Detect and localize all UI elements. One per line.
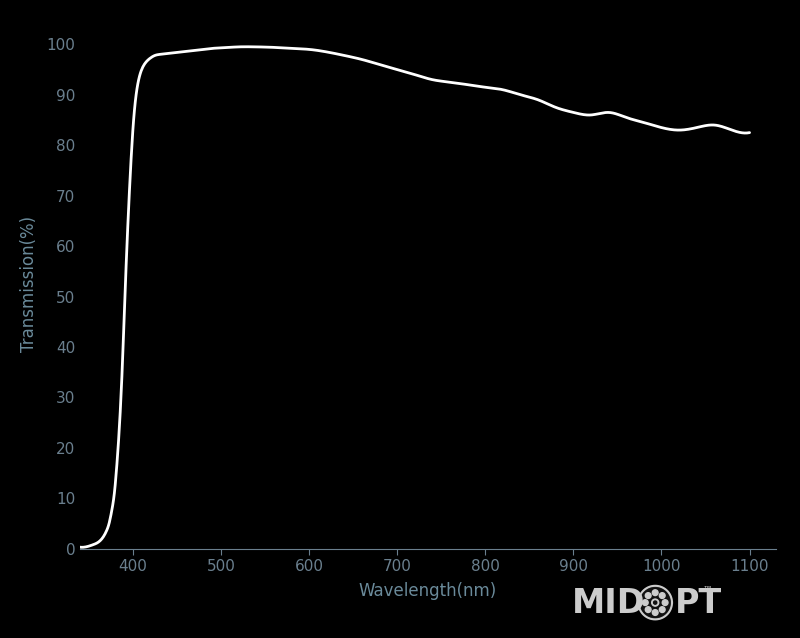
Text: PT: PT	[674, 587, 722, 620]
Circle shape	[646, 593, 651, 598]
X-axis label: Wavelength(nm): Wavelength(nm)	[359, 582, 497, 600]
Circle shape	[638, 586, 672, 619]
Circle shape	[652, 590, 658, 595]
Circle shape	[642, 600, 648, 605]
Circle shape	[654, 601, 657, 604]
Circle shape	[662, 600, 668, 605]
Circle shape	[646, 607, 651, 612]
Y-axis label: Transmission(%): Transmission(%)	[20, 216, 38, 352]
Circle shape	[659, 593, 665, 598]
Circle shape	[659, 607, 665, 612]
Circle shape	[652, 610, 658, 616]
Text: MID: MID	[572, 587, 646, 620]
Circle shape	[652, 599, 658, 606]
Text: ™: ™	[702, 584, 712, 595]
Circle shape	[641, 588, 670, 618]
